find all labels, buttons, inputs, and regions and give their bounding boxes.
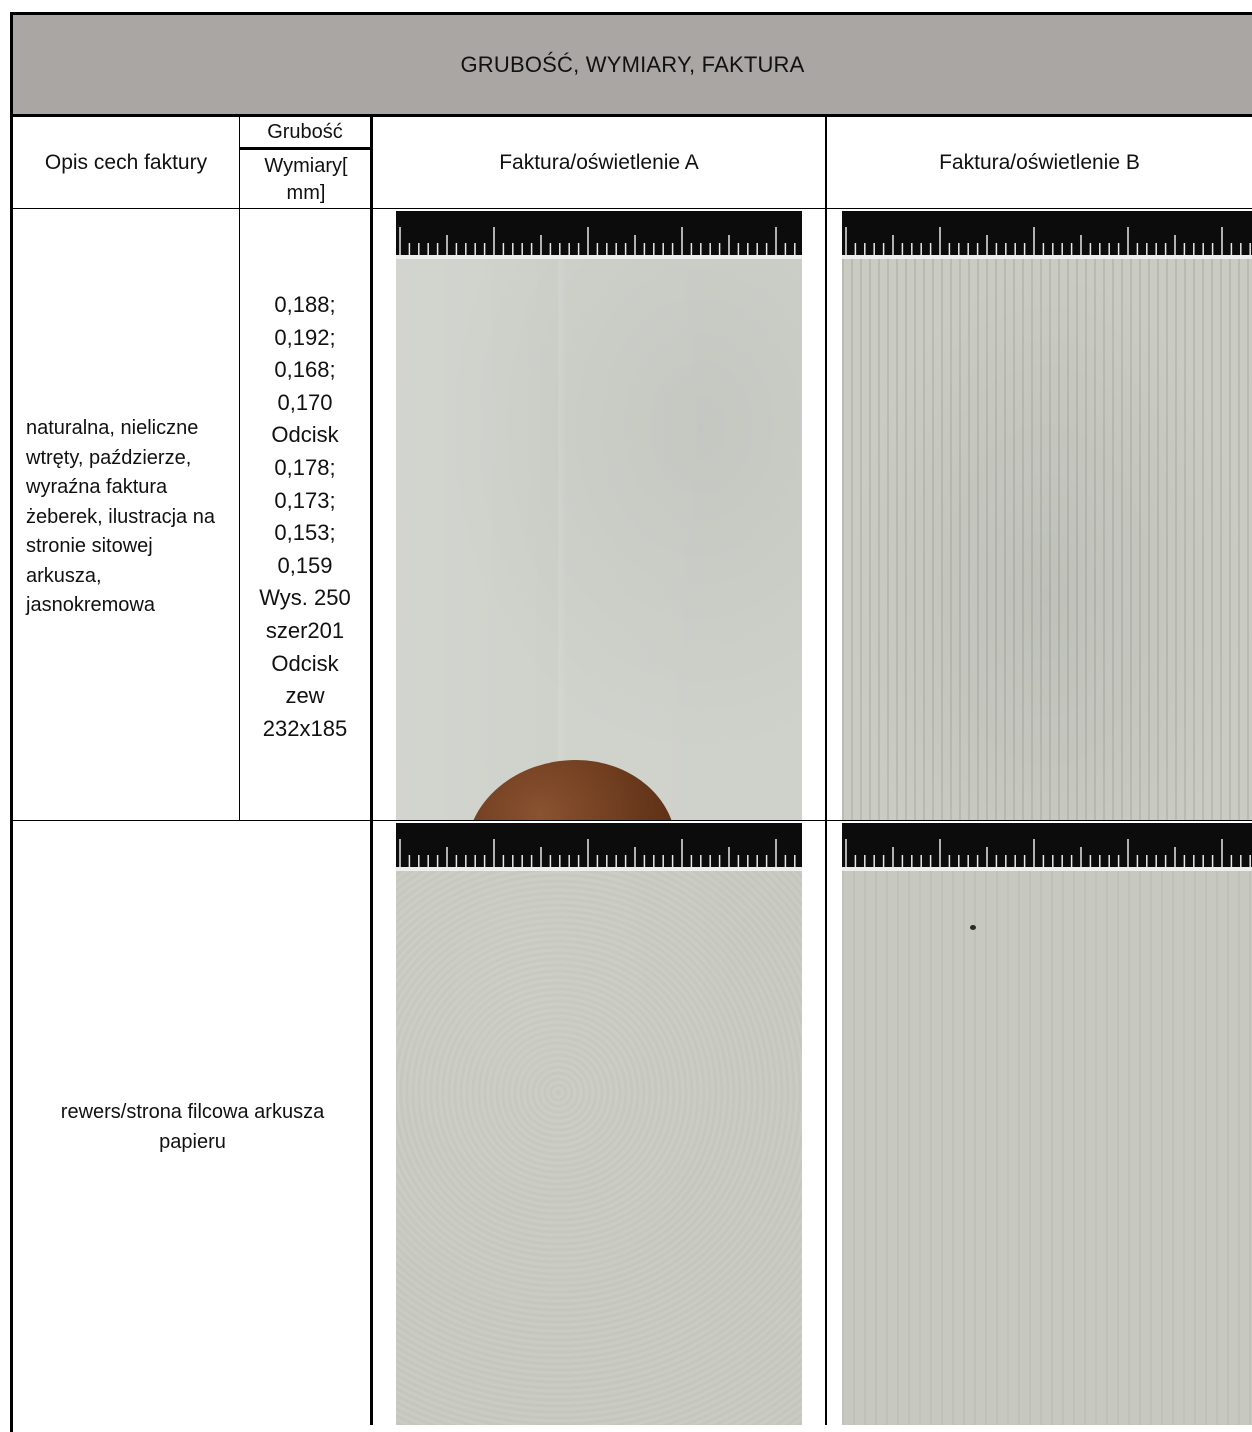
table-title: GRUBOŚĆ, WYMIARY, FAKTURA — [460, 51, 805, 77]
grid-line — [239, 117, 240, 820]
grid-line — [13, 820, 1252, 821]
row1-measurements: 0,188; 0,192; 0,168; 0,170 Odcisk 0,178;… — [252, 289, 358, 745]
header-texture-b-label: Faktura/oświetlenie B — [939, 150, 1140, 174]
row1-texture-b-photo — [842, 211, 1252, 820]
grid-line — [370, 117, 373, 1425]
table-title-bar: GRUBOŚĆ, WYMIARY, FAKTURA — [13, 15, 1252, 117]
grid-line — [239, 147, 372, 150]
header-thickness: Grubość — [240, 117, 370, 147]
inclusion-speck — [970, 925, 976, 930]
ruler-scale — [396, 823, 802, 871]
row2-texture-a-photo — [396, 823, 802, 1425]
row1-measurements-text: 0,188; 0,192; 0,168; 0,170 Odcisk 0,178;… — [259, 292, 351, 741]
header-thickness-label: Grubość — [267, 121, 343, 143]
ruler-scale — [396, 211, 802, 259]
grid-line — [825, 117, 827, 1425]
header-description: Opis cech faktury — [13, 117, 239, 208]
grid-line — [13, 208, 1252, 209]
row2-texture-b-photo — [842, 823, 1252, 1425]
row1-description-text: naturalna, nieliczne wtręty, paździerze,… — [26, 417, 215, 616]
row1-texture-a-photo — [396, 211, 802, 820]
ruler-scale — [842, 211, 1252, 259]
row1-description: naturalna, nieliczne wtręty, paździerze,… — [26, 414, 226, 621]
header-dimensions-label: Wymiary[ mm] — [264, 155, 348, 204]
header-texture-a: Faktura/oświetlenie A — [373, 117, 825, 208]
ruler-scale — [842, 823, 1252, 871]
header-texture-b: Faktura/oświetlenie B — [827, 117, 1252, 208]
header-dimensions: Wymiary[ mm] — [254, 152, 358, 208]
row2-description-text: rewers/strona filcowa arkusza papieru — [60, 1101, 325, 1153]
header-texture-a-label: Faktura/oświetlenie A — [499, 150, 699, 174]
table-frame — [10, 12, 1252, 1432]
row2-description: rewers/strona filcowa arkusza papieru — [40, 1098, 345, 1157]
header-description-label: Opis cech faktury — [44, 150, 208, 174]
